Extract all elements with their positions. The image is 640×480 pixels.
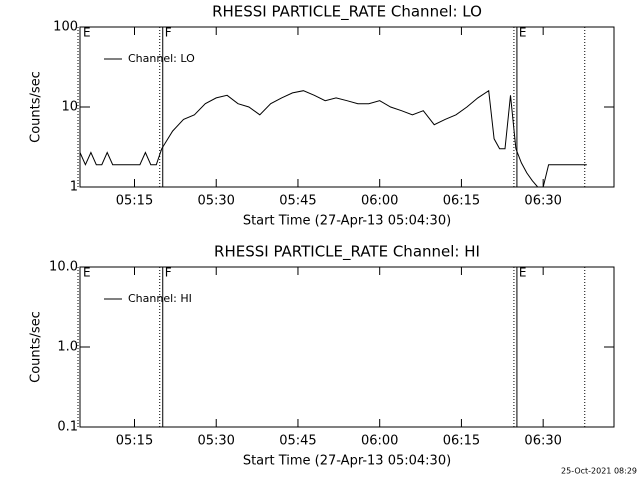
x-tick-label: 05:30	[197, 434, 234, 449]
x-tick-label: 06:00	[361, 194, 398, 209]
x-tick-label: 06:15	[443, 194, 480, 209]
x-tick-label: 06:15	[443, 434, 480, 449]
legend-label: Channel: LO	[128, 52, 195, 65]
marker-label: F	[165, 266, 172, 280]
x-tick-label: 05:30	[197, 194, 234, 209]
x-tick-label: 06:30	[524, 194, 561, 209]
y-tick-label: 1.0	[57, 340, 78, 355]
x-tick-label: 05:15	[116, 194, 153, 209]
footer: 25-Oct-2021 08:29	[561, 467, 637, 476]
x-tick-label: 05:45	[279, 434, 316, 449]
data-line	[79, 89, 587, 188]
marker-label: E	[83, 266, 91, 280]
marker-label: E	[519, 266, 527, 280]
y-tick-label: 10	[61, 100, 78, 115]
x-axis-label: Start Time (27-Apr-13 05:04:30)	[243, 454, 451, 469]
chart-title: RHESSI PARTICLE_RATE Channel: HI	[214, 243, 480, 262]
marker-label: E	[519, 26, 527, 40]
y-axis-label: Counts/sec	[29, 71, 44, 143]
marker-label: E	[83, 26, 91, 40]
marker-label: F	[165, 26, 172, 40]
x-axis-label: Start Time (27-Apr-13 05:04:30)	[243, 214, 451, 229]
x-tick-label: 05:15	[116, 434, 153, 449]
y-tick-label: 100	[53, 20, 78, 35]
x-tick-label: 06:30	[524, 434, 561, 449]
x-tick-label: 05:45	[279, 194, 316, 209]
chart-title: RHESSI PARTICLE_RATE Channel: LO	[212, 3, 482, 22]
y-tick-label: 10.0	[49, 260, 78, 275]
legend-label: Channel: HI	[128, 292, 192, 305]
y-axis-label: Counts/sec	[29, 311, 44, 383]
x-tick-label: 06:00	[361, 434, 398, 449]
y-tick-label: 1	[70, 180, 78, 195]
y-tick-label: 0.1	[57, 420, 78, 435]
